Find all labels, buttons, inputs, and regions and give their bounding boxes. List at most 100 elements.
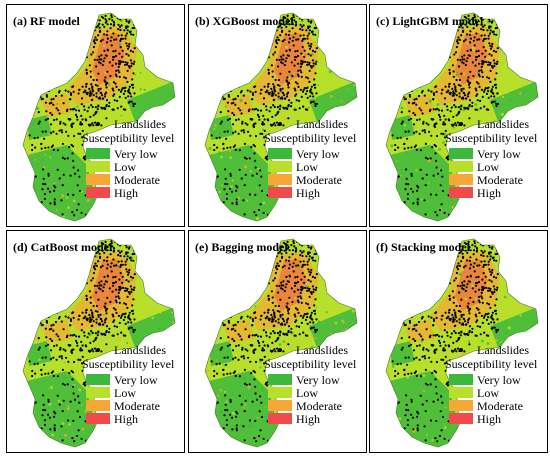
legend-swatch	[449, 374, 473, 385]
legend-swatch	[268, 161, 292, 172]
legend-class-label: High	[296, 412, 320, 426]
legend-class-label: Low	[296, 160, 318, 174]
legend-class-label: Moderate	[477, 173, 523, 187]
legend-class-label: Very low	[296, 373, 340, 387]
zone-moderate	[42, 93, 72, 117]
zone-moderate	[224, 319, 254, 343]
legend-swatch	[86, 400, 110, 411]
panel-title: (c) LightGBM model	[376, 14, 484, 28]
zone-high	[92, 259, 125, 311]
legend-swatch	[268, 148, 292, 159]
legend-heading: Susceptibility level	[82, 131, 175, 145]
zone-moderate	[42, 319, 72, 343]
legend-class-label: Low	[477, 160, 499, 174]
zone-moderate	[405, 93, 435, 117]
susceptibility-map	[385, 238, 539, 448]
legend-class-label: Moderate	[477, 399, 523, 413]
legend-class-label: Very low	[114, 147, 158, 161]
map-panel-stacking: (f) Stacking model Landslides Susceptibili…	[369, 230, 548, 453]
legend-swatch	[449, 148, 473, 159]
legend-swatch	[449, 413, 473, 424]
map-panel-rf: (a) RF model Landslides Susceptibility lev…	[6, 4, 185, 227]
legend-swatch	[449, 387, 473, 398]
legend-swatch	[86, 413, 110, 424]
map-panel-lightgbm: (c) LightGBM model Landslides Susceptibili…	[369, 4, 548, 227]
legend-points-label: Landslides	[477, 117, 529, 131]
zone-very-low	[390, 115, 415, 140]
legend-class-label: Very low	[477, 147, 521, 161]
legend-class-label: Moderate	[296, 173, 342, 187]
legend-points-label: Landslides	[296, 117, 348, 131]
legend-class-label: High	[296, 186, 320, 200]
legend-swatch	[449, 161, 473, 172]
panel-title: (b) XGBoost model	[195, 14, 294, 28]
legend-swatch	[268, 413, 292, 424]
legend-swatch	[449, 174, 473, 185]
legend-class-label: High	[114, 186, 138, 200]
legend-swatch	[449, 187, 473, 198]
landslide-point-icon	[96, 122, 100, 126]
map-panel-bagging: (e) Bagging model Landslides Susceptibilit…	[188, 230, 367, 453]
zone-high	[92, 33, 125, 85]
susceptibility-map	[22, 238, 176, 448]
zone-high	[274, 33, 307, 85]
legend-points-label: Landslides	[477, 343, 529, 357]
legend-swatch	[268, 187, 292, 198]
zone-very-low	[390, 341, 415, 366]
landslide-points	[389, 240, 500, 447]
landslide-point-icon	[278, 348, 282, 352]
landslide-point-icon	[459, 122, 463, 126]
zone-moderate	[224, 93, 254, 117]
legend-class-label: Low	[114, 160, 136, 174]
legend-class-label: Low	[114, 386, 136, 400]
legend-heading: Susceptibility level	[264, 131, 357, 145]
legend-class-label: Moderate	[296, 399, 342, 413]
legend-heading: Susceptibility level	[264, 357, 357, 371]
panel-title: (f) Stacking model	[376, 240, 470, 254]
legend-class-label: Moderate	[114, 173, 160, 187]
zone-moderate	[405, 319, 435, 343]
legend-heading: Susceptibility level	[445, 131, 538, 145]
legend-class-label: Low	[477, 386, 499, 400]
susceptibility-map	[385, 12, 539, 222]
zone-high	[455, 259, 488, 311]
map-panel-xgboost: (b) XGBoost model Landslides Susceptibilit…	[188, 4, 367, 227]
zone-high	[274, 259, 307, 311]
legend-class-label: Very low	[296, 147, 340, 161]
zone-very-low	[209, 341, 234, 366]
legend-heading: Susceptibility level	[82, 357, 175, 371]
panel-title: (a) RF model	[13, 14, 80, 28]
zone-very-low	[27, 341, 52, 366]
legend-class-label: High	[114, 412, 138, 426]
legend-points-label: Landslides	[296, 343, 348, 357]
legend-swatch	[449, 400, 473, 411]
zone-very-low	[27, 115, 52, 140]
legend-swatch	[268, 174, 292, 185]
legend-class-label: Very low	[477, 373, 521, 387]
legend-swatch	[86, 187, 110, 198]
legend-swatch	[86, 148, 110, 159]
landslide-point-icon	[459, 348, 463, 352]
legend-points-label: Landslides	[114, 117, 166, 131]
legend-swatch	[86, 161, 110, 172]
susceptibility-map	[204, 12, 358, 222]
legend-swatch	[268, 400, 292, 411]
legend-swatch	[86, 387, 110, 398]
legend-class-label: High	[477, 186, 501, 200]
legend-class-label: Low	[296, 386, 318, 400]
legend-class-label: Moderate	[114, 399, 160, 413]
panel-title: (e) Bagging model	[195, 240, 288, 254]
legend-swatch	[86, 374, 110, 385]
legend-class-label: High	[477, 412, 501, 426]
legend-swatch	[268, 387, 292, 398]
landslide-point-icon	[278, 122, 282, 126]
zone-very-low	[209, 115, 234, 140]
landslide-point-icon	[96, 348, 100, 352]
legend-swatch	[86, 174, 110, 185]
legend-swatch	[268, 374, 292, 385]
legend-points-label: Landslides	[114, 343, 166, 357]
map-panel-catboost: (d) CatBoost model Landslides Susceptibili…	[6, 230, 185, 453]
susceptibility-map	[22, 12, 176, 222]
legend-class-label: Very low	[114, 373, 158, 387]
panel-title: (d) CatBoost model	[13, 240, 113, 254]
